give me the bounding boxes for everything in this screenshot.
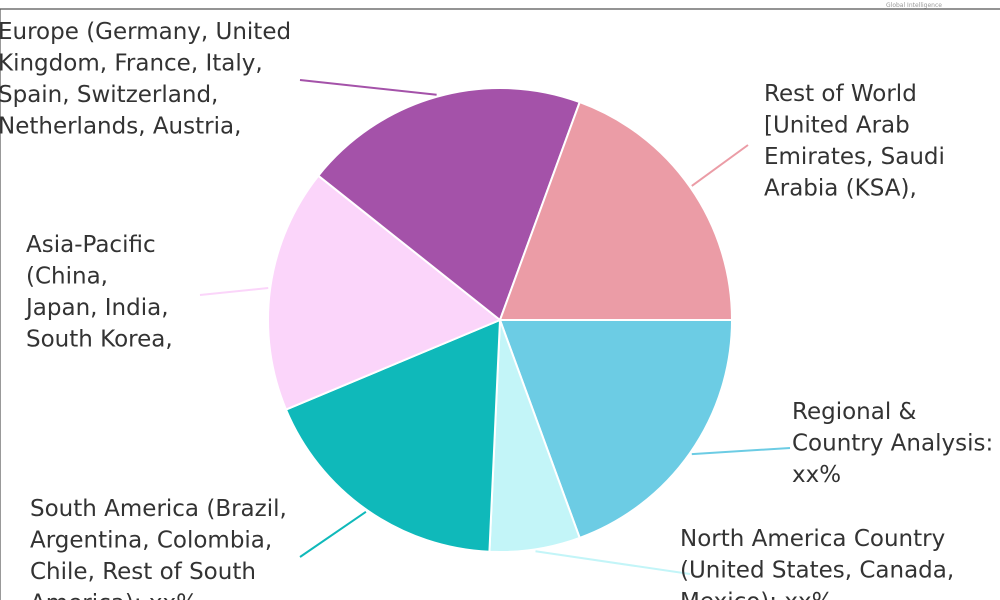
leader-line-asiapacific: [200, 288, 268, 295]
slice-label-line: Mexico): xx%: [680, 589, 833, 600]
slice-label-line: Emirates, Saudi: [764, 144, 945, 170]
pie-slices: [268, 88, 732, 552]
slice-label-line: South Korea,: [26, 327, 173, 353]
slice-label-line: Country Analysis:: [792, 431, 993, 457]
slice-label-north: North America Country (United States, Can…: [680, 526, 954, 600]
slice-label-line: North America Country: [680, 526, 945, 552]
slice-label-europe: Europe (Germany, United Kingdom, France, …: [0, 19, 291, 140]
watermark-text: Global Intelligence: [886, 2, 942, 9]
slice-label-rest: Rest of World [United Arab Emirates, Saudi…: [764, 81, 945, 202]
leader-line-regional: [692, 448, 790, 454]
slice-label-line: Argentina, Colombia,: [30, 528, 272, 554]
slice-label-regional: Regional & Country Analysis: xx%: [792, 399, 993, 488]
slice-label-line: Rest of World: [764, 81, 917, 107]
leader-line-north: [536, 551, 691, 574]
slice-label-line: America): xx%: [30, 591, 198, 600]
slice-label-line: Europe (Germany, United: [0, 19, 291, 45]
slice-label-line: South America (Brazil,: [30, 496, 287, 522]
slice-label-south: South America (Brazil, Argentina, Colombi…: [30, 496, 287, 600]
leader-line-rest: [692, 145, 748, 186]
slice-label-line: Chile, Rest of South: [30, 559, 256, 585]
slice-label-asiapacific: Asia-Pacific (China, Japan, India, South Ko…: [24, 232, 173, 353]
slice-label-line: (China,: [26, 264, 108, 290]
slice-label-line: [United Arab: [764, 113, 910, 139]
slice-label-line: Spain, Switzerland,: [0, 82, 218, 108]
leader-line-europe: [300, 80, 437, 95]
slice-label-line: Netherlands, Austria,: [0, 114, 241, 140]
leader-line-south: [300, 512, 366, 557]
slice-label-line: Kingdom, France, Italy,: [0, 51, 263, 77]
slice-label-line: Japan, India,: [24, 295, 169, 321]
slice-label-line: Asia-Pacific: [26, 232, 156, 258]
slice-label-line: Regional &: [792, 399, 917, 425]
slice-label-line: (United States, Canada,: [680, 558, 954, 584]
slice-label-line: Arabia (KSA),: [764, 176, 917, 202]
slice-label-line: xx%: [792, 462, 841, 488]
